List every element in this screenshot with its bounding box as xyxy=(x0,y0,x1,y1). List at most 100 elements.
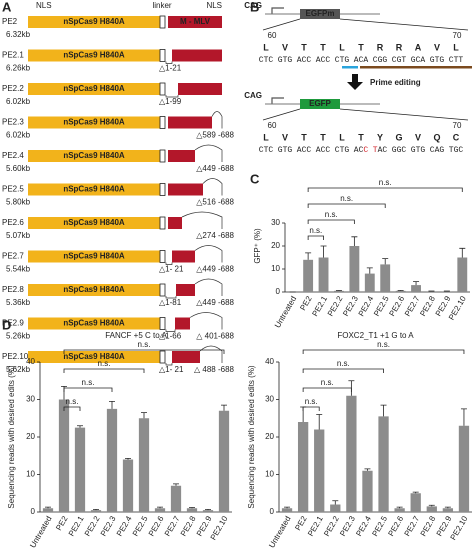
codon: GCA xyxy=(411,56,426,65)
error-bar xyxy=(444,506,451,509)
rt-domain xyxy=(172,250,195,263)
bar xyxy=(380,264,391,292)
cas9-domain xyxy=(28,183,160,196)
c-gap xyxy=(194,144,223,162)
error-bar xyxy=(316,414,323,430)
n-deletion: △1- 21 xyxy=(159,365,184,374)
bar xyxy=(457,257,468,292)
cas9-domain xyxy=(28,150,160,162)
promoter-arrow xyxy=(271,97,284,104)
codon: CTC xyxy=(259,56,274,65)
bracket xyxy=(302,387,352,392)
error-bar xyxy=(366,267,373,274)
y-tick-label: 0 xyxy=(276,287,281,296)
error-bar xyxy=(125,457,131,460)
bracket-label: n.s. xyxy=(66,397,79,406)
x-tick-label: Untreated xyxy=(28,515,53,550)
pos-start: 60 xyxy=(268,121,277,130)
n-gap xyxy=(165,296,177,299)
cas9-domain xyxy=(28,317,160,330)
bar xyxy=(314,429,325,512)
amino-acid: L xyxy=(263,42,269,52)
rt-domain xyxy=(168,183,203,196)
amino-acid: T xyxy=(320,132,326,142)
panel-letter: C xyxy=(250,171,260,186)
bracket-label: n.s. xyxy=(98,359,111,368)
codon: GTG xyxy=(411,146,426,155)
edit-label: Prime editing xyxy=(370,78,421,87)
cas9-label: nSpCas9 H840A xyxy=(63,252,125,261)
cas9-label: nSpCas9 H840A xyxy=(63,151,125,160)
bracket-label: n.s. xyxy=(379,178,392,187)
linker xyxy=(159,283,166,297)
gene: EGFP xyxy=(309,99,331,108)
codon: TAC xyxy=(373,146,388,155)
codon: CTG xyxy=(335,146,350,155)
bar xyxy=(297,422,309,512)
bracket-label: n.s. xyxy=(377,340,390,349)
bracket xyxy=(63,406,81,411)
c-gap xyxy=(189,312,223,330)
construct-size: 5.62kb xyxy=(6,365,31,374)
codon: CTC xyxy=(259,146,274,155)
construct-size: 5.80kb xyxy=(6,198,31,207)
amino-acid: V xyxy=(282,42,288,52)
domain-label: NLS xyxy=(206,1,222,10)
y-tick-label: 10 xyxy=(265,470,274,479)
construct-name: PE2.4 xyxy=(2,151,24,160)
construct-name: PE2 xyxy=(2,17,18,26)
n-gap xyxy=(165,262,173,265)
pos-start: 60 xyxy=(268,31,277,40)
error-bar xyxy=(77,425,83,428)
n-deletion: △1-66 xyxy=(159,332,182,341)
error-bar xyxy=(284,506,291,509)
cas9-domain xyxy=(28,116,160,129)
codon: CTT xyxy=(449,56,464,65)
codon: ACA xyxy=(354,56,369,65)
amino-acid: V xyxy=(282,132,288,142)
amino-acid: Q xyxy=(433,132,440,142)
construct-size: 5.26kb xyxy=(6,332,31,341)
bracket xyxy=(63,368,145,373)
bar xyxy=(395,290,406,292)
linker xyxy=(159,116,166,129)
c-deletion: △ 401-688 xyxy=(196,332,234,341)
construct-name: PE2.10 xyxy=(2,352,29,361)
bar xyxy=(394,508,405,512)
panel-letter: B xyxy=(250,0,259,14)
pos-end: 70 xyxy=(453,121,462,130)
bar xyxy=(426,506,437,512)
linker xyxy=(159,317,166,330)
promoter: CAG xyxy=(244,1,262,10)
bar xyxy=(318,257,329,292)
error-bar xyxy=(380,404,387,417)
error-bar xyxy=(141,412,147,419)
y-tick-label: 0 xyxy=(31,507,36,516)
y-tick-label: 40 xyxy=(265,357,274,366)
amino-acid: T xyxy=(301,42,307,52)
amino-acid: L xyxy=(453,42,459,52)
construct-name: PE2.9 xyxy=(2,319,24,328)
construct-size: 5.60kb xyxy=(6,164,31,173)
amino-acid: T xyxy=(301,132,307,142)
codon: ACC xyxy=(316,146,331,155)
y-tick-label: 20 xyxy=(265,432,274,441)
y-axis-label: Sequencing reads with desired edits (%) xyxy=(247,365,256,509)
codon: CGG xyxy=(373,56,388,65)
error-bar xyxy=(460,408,467,426)
bracket xyxy=(307,203,386,208)
rt-domain xyxy=(175,317,190,330)
cas9-domain xyxy=(28,250,160,263)
error-bar xyxy=(364,468,371,471)
cas9-label: nSpCas9 H840A xyxy=(63,319,125,328)
chart-title: FANCF +5 C to A xyxy=(105,331,167,340)
n-gap xyxy=(165,363,173,366)
construct-size: 6.26kb xyxy=(6,64,31,73)
codon: CGT xyxy=(392,56,407,65)
bar xyxy=(410,493,421,512)
amino-acid: R xyxy=(396,42,403,52)
n-gap xyxy=(165,61,173,64)
y-tick-label: 40 xyxy=(26,357,35,366)
bar xyxy=(186,508,198,512)
amino-acid: G xyxy=(395,132,402,142)
